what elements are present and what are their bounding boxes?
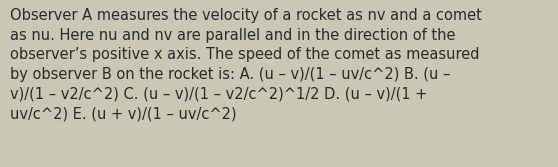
Text: Observer A measures the velocity of a rocket as nv and a comet
as nu. Here nu an: Observer A measures the velocity of a ro…: [10, 8, 482, 121]
